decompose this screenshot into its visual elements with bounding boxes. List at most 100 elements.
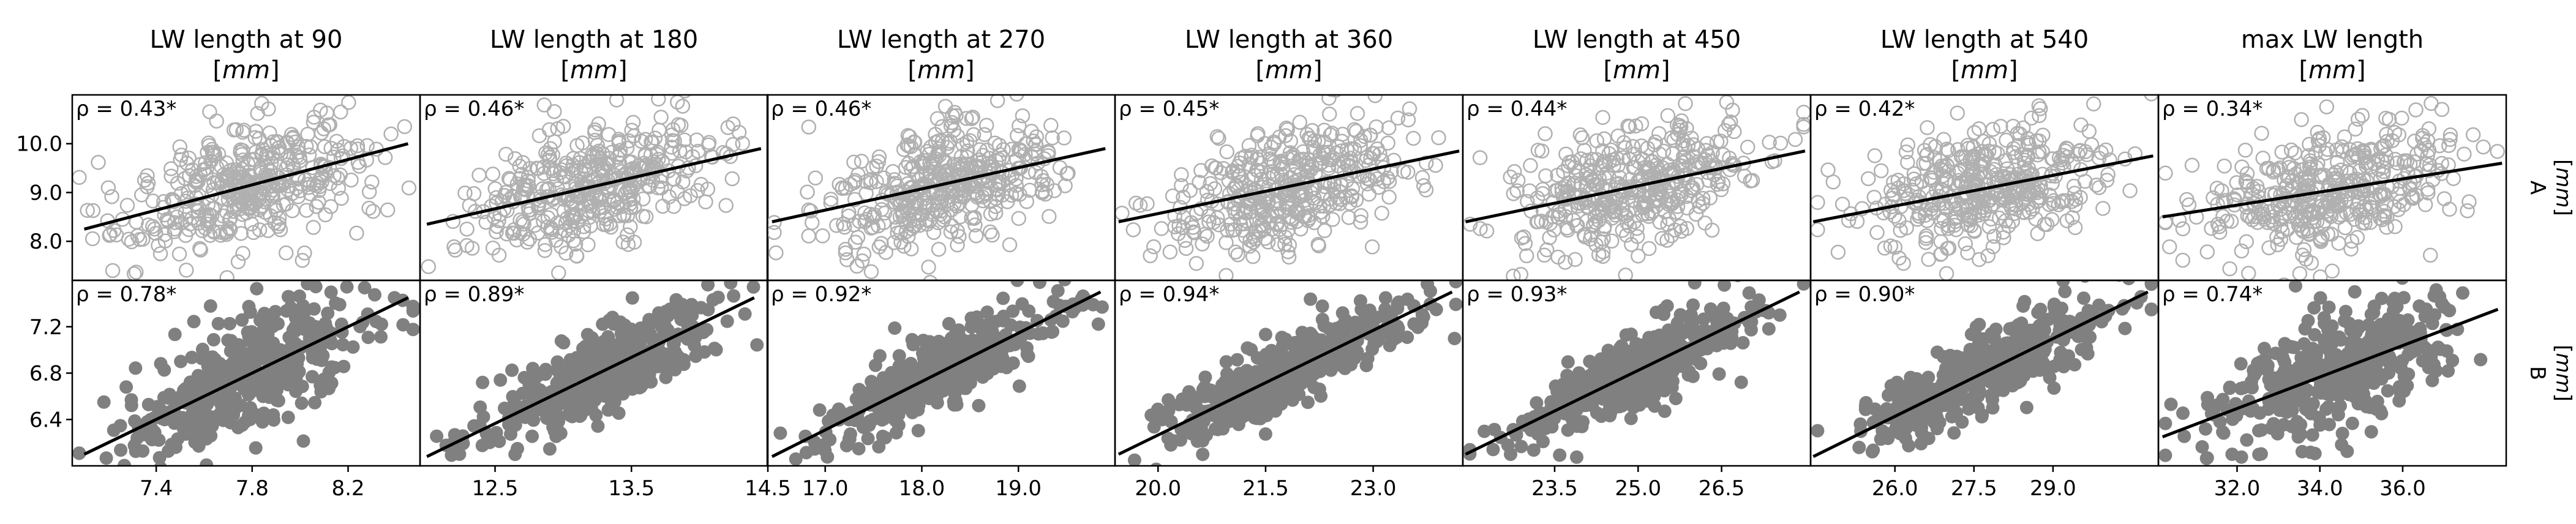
data-point <box>271 316 285 331</box>
data-point <box>1315 299 1329 313</box>
data-point <box>878 185 894 201</box>
scatter-points <box>1127 280 1463 466</box>
data-point <box>899 398 913 412</box>
data-point <box>2255 202 2270 217</box>
data-point <box>1999 132 2014 148</box>
data-point <box>1615 150 1631 165</box>
data-point <box>1028 137 1043 152</box>
data-point <box>670 117 686 132</box>
data-point <box>540 210 556 225</box>
data-point <box>2332 207 2348 223</box>
column-title-unit: [mm] <box>1603 56 1670 84</box>
data-point <box>1609 151 1625 166</box>
data-point <box>1561 154 1577 170</box>
data-point <box>1679 221 1695 236</box>
data-point <box>253 313 267 328</box>
data-point <box>2446 171 2461 186</box>
data-point <box>959 157 975 173</box>
data-point <box>1193 163 1209 178</box>
data-point <box>2239 166 2255 182</box>
data-point <box>1258 391 1272 405</box>
data-point <box>2030 147 2046 163</box>
data-point <box>269 378 283 392</box>
data-point <box>2443 132 2458 148</box>
data-point <box>2348 121 2363 137</box>
data-point <box>1736 335 1750 350</box>
data-point <box>621 133 637 149</box>
data-point <box>1509 183 1525 198</box>
column-title: LW length at 360 <box>1185 26 1393 54</box>
data-point <box>233 142 249 158</box>
data-point <box>1621 151 1637 167</box>
data-point <box>546 163 561 178</box>
data-point <box>1353 138 1368 154</box>
data-point <box>536 97 552 113</box>
data-point <box>538 237 553 252</box>
data-point <box>1162 393 1176 407</box>
regression-line <box>1118 149 1460 223</box>
data-point <box>1402 101 1418 117</box>
column-title-unit: [mm] <box>212 56 279 84</box>
data-point <box>666 198 682 214</box>
data-point <box>1743 173 1758 189</box>
data-point <box>1589 133 1605 149</box>
data-point <box>1604 233 1620 249</box>
x-tick-label: 17.0 <box>802 476 849 501</box>
data-point <box>1571 163 1587 178</box>
data-point <box>217 362 231 376</box>
data-point <box>1002 237 1018 253</box>
data-point <box>1996 230 2011 245</box>
x-tick-label: 12.5 <box>472 476 519 501</box>
data-point <box>989 95 1005 108</box>
data-point <box>2379 127 2394 142</box>
data-point <box>1010 280 1024 287</box>
data-point <box>292 365 306 379</box>
data-point <box>2209 181 2225 196</box>
data-point <box>1811 222 1825 238</box>
data-point <box>1022 304 1036 318</box>
data-point <box>1304 292 1318 306</box>
data-point <box>227 170 242 185</box>
data-point <box>1589 152 1604 167</box>
data-point <box>1325 150 1341 166</box>
data-point <box>623 219 638 234</box>
data-point <box>892 209 908 225</box>
data-point <box>394 76 407 89</box>
regression-line <box>771 290 1102 458</box>
data-point <box>1029 129 1045 144</box>
data-point <box>105 263 121 279</box>
correlation-label: ρ = 0.92* <box>771 282 871 307</box>
panel-b-3: ρ = 0.92*17.0 18.0 19.0 <box>766 279 1116 501</box>
data-point <box>383 126 399 142</box>
data-point <box>1247 411 1261 425</box>
data-point <box>2011 178 2027 193</box>
data-point <box>1596 197 1611 213</box>
data-point <box>359 138 375 154</box>
data-point <box>300 126 315 142</box>
data-point <box>178 228 193 243</box>
data-point <box>1392 295 1406 309</box>
data-point <box>1279 194 1294 209</box>
data-point <box>1223 216 1239 232</box>
data-point <box>1012 118 1027 133</box>
data-point <box>406 323 420 337</box>
data-point <box>2072 143 2088 159</box>
data-point <box>248 124 264 139</box>
data-point <box>129 444 143 458</box>
data-point <box>2354 108 2370 123</box>
data-point <box>206 175 222 190</box>
data-point <box>471 167 487 183</box>
data-point <box>895 203 910 219</box>
data-point <box>991 137 1007 153</box>
data-point <box>1219 268 1234 280</box>
data-point <box>640 178 656 193</box>
data-point <box>2311 206 2327 221</box>
data-point <box>1056 130 1072 146</box>
data-point <box>1923 137 1938 152</box>
data-point <box>531 128 547 143</box>
data-point <box>566 194 581 209</box>
data-point <box>1926 205 1941 221</box>
data-point <box>361 331 375 345</box>
panel-b-1: ρ = 0.78*6.46.87.27.4 7.8 8.2 <box>29 279 421 501</box>
